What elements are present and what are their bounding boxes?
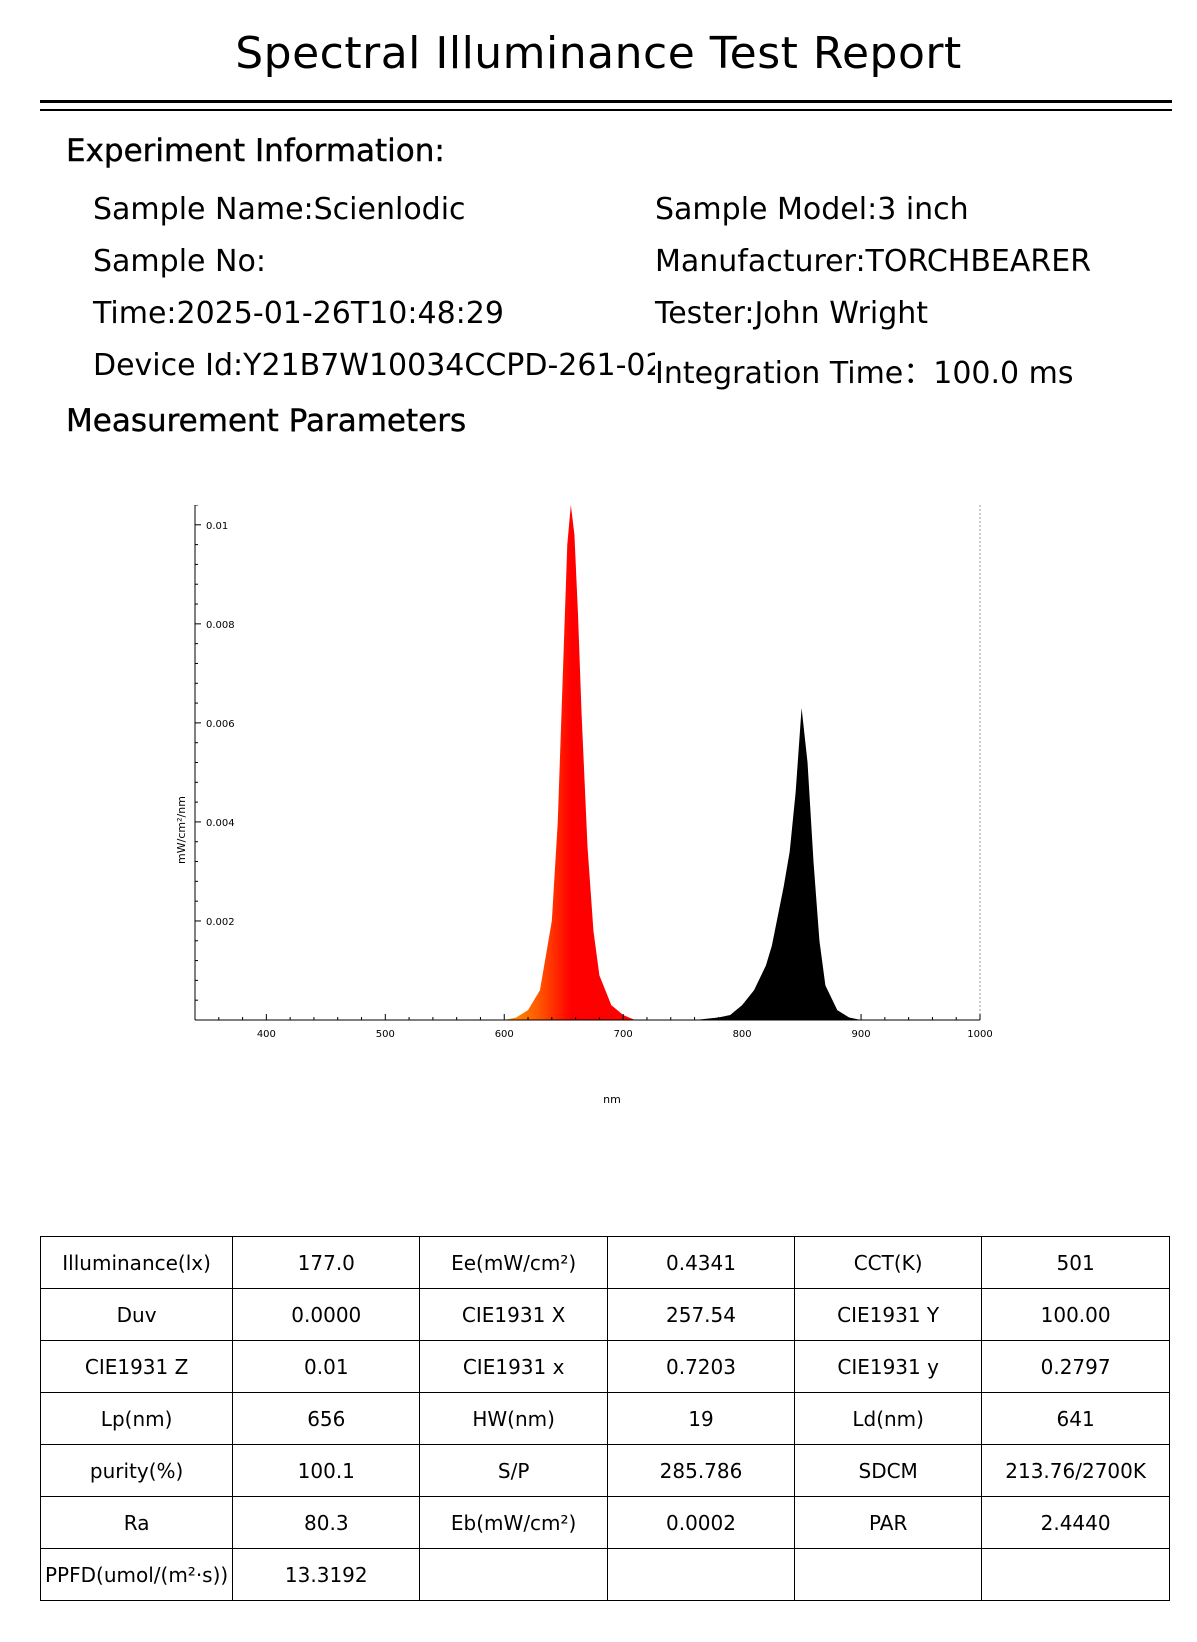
test-time: Time:2025-01-26T10:48:29 xyxy=(93,296,504,331)
table-value-cell: 2.4440 xyxy=(981,1496,1170,1549)
x-tick-label: 500 xyxy=(376,1029,395,1040)
table-value-cell: 0.0002 xyxy=(606,1496,796,1549)
sample-no: Sample No: xyxy=(93,244,266,279)
table-value-cell: 177.0 xyxy=(232,1236,421,1289)
red-spectrum-peak xyxy=(504,505,636,1020)
plot-layer: 0.002 0.004 0.006 0.008 0.01 400 500 600 700 800 9… xyxy=(194,505,993,1040)
x-tick-label: 700 xyxy=(614,1029,633,1040)
table-label-cell: Eb(mW/cm²) xyxy=(419,1496,608,1549)
report-title: Spectral Illuminance Test Report xyxy=(235,28,962,79)
table-label-cell xyxy=(794,1548,983,1601)
x-tick-label: 900 xyxy=(852,1029,871,1040)
x-tick-label: 600 xyxy=(495,1029,514,1040)
table-row: Ra 80.3 Eb(mW/cm²) 0.0002 PAR 2.4440 xyxy=(39,1496,1170,1549)
table-value-cell: 285.786 xyxy=(606,1444,796,1497)
table-label-cell: CCT(K) xyxy=(794,1236,983,1289)
table-value-cell: 100.1 xyxy=(232,1444,421,1497)
results-table: Illuminance(lx) 177.0 Ee(mW/cm²) 0.4341 CCT(… xyxy=(39,1236,1170,1601)
table-label-cell: Lp(nm) xyxy=(39,1392,234,1445)
table-value-cell: 19 xyxy=(606,1392,796,1445)
table-value-cell: 80.3 xyxy=(232,1496,421,1549)
spectrum-chart: 0.002 0.004 0.006 0.008 0.01 400 500 600 700 800 9… xyxy=(175,505,993,1106)
manufacturer: Manufacturer:TORCHBEARER xyxy=(655,244,1092,279)
y-tick-label: 0.01 xyxy=(206,521,228,532)
table-value-cell: 501 xyxy=(981,1236,1170,1289)
y-tick-label: 0.006 xyxy=(206,719,235,730)
x-axis-label: nm xyxy=(603,1093,621,1106)
table-row: Duv 0.0000 CIE1931 X 257.54 CIE1931 Y 100.00 xyxy=(39,1288,1170,1341)
x-tick-label: 400 xyxy=(257,1029,276,1040)
table-value-cell: 0.0000 xyxy=(232,1288,421,1341)
device-id: Device Id:Y21B7W10034CCPD-261-0215 xyxy=(93,348,703,383)
title-rule-thick xyxy=(40,100,1172,103)
table-value-cell: 100.00 xyxy=(981,1288,1170,1341)
table-label-cell: purity(%) xyxy=(39,1444,234,1497)
y-tick-label: 0.008 xyxy=(206,620,235,631)
table-label-cell: Ee(mW/cm²) xyxy=(419,1236,608,1289)
table-row: Illuminance(lx) 177.0 Ee(mW/cm²) 0.4341 CCT(… xyxy=(39,1236,1170,1289)
table-value-cell xyxy=(981,1548,1170,1601)
table-label-cell: Ra xyxy=(39,1496,234,1549)
sample-name: Sample Name:Scienlodic xyxy=(93,192,466,227)
table-row: Lp(nm) 656 HW(nm) 19 Ld(nm) 641 xyxy=(39,1392,1170,1445)
y-tick-label: 0.004 xyxy=(206,818,235,829)
table-value-cell xyxy=(606,1548,796,1601)
table-label-cell: Ld(nm) xyxy=(794,1392,983,1445)
table-value-cell: 0.2797 xyxy=(981,1340,1170,1393)
table-label-cell: PAR xyxy=(794,1496,983,1549)
table-label-cell: PPFD(umol/(m²·s)) xyxy=(39,1548,234,1601)
table-value-cell: 656 xyxy=(232,1392,421,1445)
table-value-cell: 641 xyxy=(981,1392,1170,1445)
table-value-cell: 257.54 xyxy=(606,1288,796,1341)
table-label-cell: HW(nm) xyxy=(419,1392,608,1445)
tester: Tester:John Wright xyxy=(655,296,929,331)
table-label-cell: CIE1931 Z xyxy=(39,1340,234,1393)
table-label-cell: S/P xyxy=(419,1444,608,1497)
x-tick-label: 1000 xyxy=(967,1029,992,1040)
ir-spectrum-peak xyxy=(694,708,862,1020)
table-value-cell: 213.76/2700K xyxy=(981,1444,1170,1497)
table-label-cell xyxy=(419,1548,608,1601)
title-rule-thin xyxy=(40,109,1172,111)
table-value-cell: 0.4341 xyxy=(606,1236,796,1289)
table-label-cell: CIE1931 x xyxy=(419,1340,608,1393)
table-label-cell: CIE1931 X xyxy=(419,1288,608,1341)
table-label-cell: Illuminance(lx) xyxy=(39,1236,234,1289)
experiment-heading: Experiment Information: xyxy=(66,133,445,169)
table-label-cell: SDCM xyxy=(794,1444,983,1497)
sample-model: Sample Model:3 inch xyxy=(655,192,969,227)
measurement-heading: Measurement Parameters xyxy=(66,403,467,439)
table-label-cell: CIE1931 Y xyxy=(794,1288,983,1341)
integration-time: Integration Time：100.0 ms xyxy=(655,348,1074,392)
table-label-cell: CIE1931 y xyxy=(794,1340,983,1393)
y-tick-label: 0.002 xyxy=(206,917,235,928)
table-value-cell: 13.3192 xyxy=(232,1548,421,1601)
table-row: purity(%) 100.1 S/P 285.786 SDCM 213.76/2700K xyxy=(39,1444,1170,1497)
x-tick-label: 800 xyxy=(733,1029,752,1040)
table-row: PPFD(umol/(m²·s)) 13.3192 xyxy=(39,1548,1170,1601)
table-value-cell: 0.7203 xyxy=(606,1340,796,1393)
y-axis-label: mW/cm²/nm xyxy=(175,796,188,864)
table-value-cell: 0.01 xyxy=(232,1340,421,1393)
table-label-cell: Duv xyxy=(39,1288,234,1341)
table-row: CIE1931 Z 0.01 CIE1931 x 0.7203 CIE1931 y 0.2… xyxy=(39,1340,1170,1393)
